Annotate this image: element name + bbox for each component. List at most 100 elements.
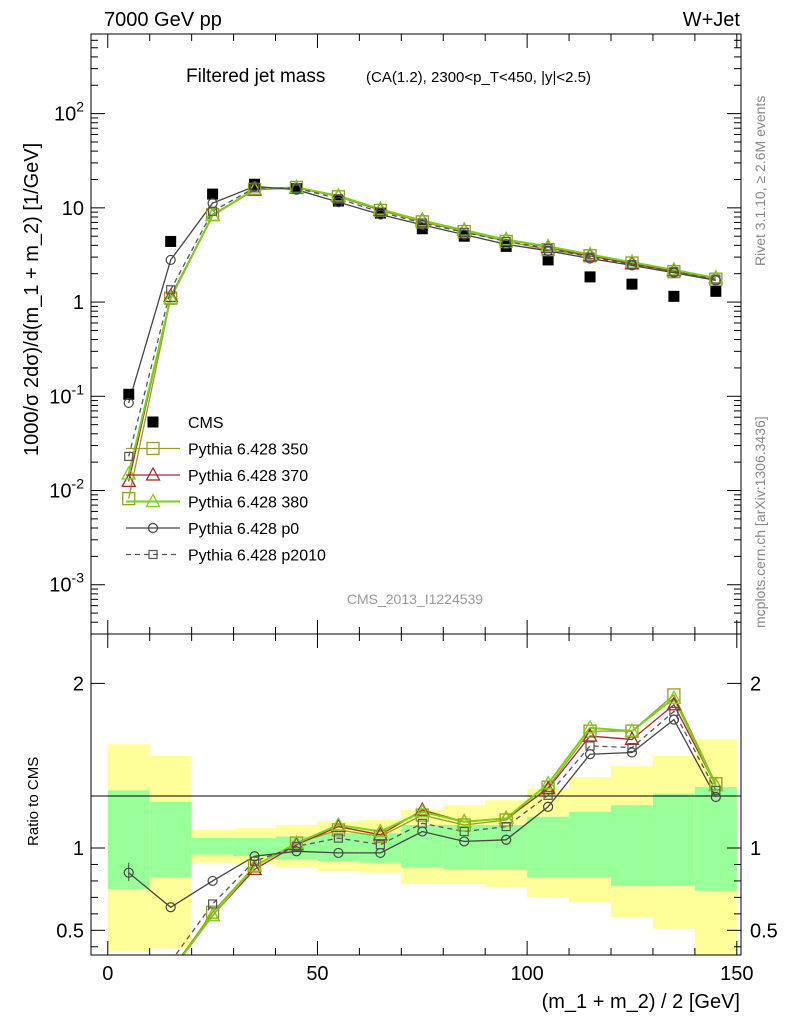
y-tick-label: 10-3 <box>49 570 84 597</box>
ratio-point-pythia-6-428-380 <box>205 907 221 922</box>
band-inner <box>527 816 570 878</box>
energy-label: 7000 GeV pp <box>104 9 222 31</box>
legend-marker-cms <box>147 416 159 428</box>
ratio-point-pythia-6-428-350 <box>499 813 513 827</box>
band-inner <box>191 838 234 855</box>
band-inner <box>694 787 737 891</box>
legend-entry-pythia-6-428-380: Pythia 6.428 380 <box>126 493 308 512</box>
ratio-point-pythia-6-428-p2010 <box>333 833 344 843</box>
y-tick-label: 10-1 <box>49 381 84 408</box>
legend-entry-pythia-6-428-p2010: Pythia 6.428 p2010 <box>126 548 326 565</box>
ratio-y-tick-label-right: 2 <box>750 673 761 695</box>
ratio-point-pythia-6-428-p0 <box>501 834 512 845</box>
point-cms <box>500 240 512 252</box>
point-pythia-6-428-p2010 <box>459 227 469 237</box>
ratio-point-pythia-6-428-370 <box>540 780 556 795</box>
point-cms <box>710 285 722 297</box>
point-pythia-6-428-380 <box>498 231 514 246</box>
legend: CMS Pythia 6.428 350 Pythia 6.428 370 Pythi… <box>126 415 326 565</box>
point-pythia-6-428-p2010 <box>208 206 218 216</box>
ratio-point-pythia-6-428-p2010 <box>501 821 511 832</box>
ratio-y-tick-label-right: 0.5 <box>750 920 778 942</box>
ratio-point-pythia-6-428-370 <box>288 836 305 851</box>
ratio-axes: 0.5 0.5 1 1 2 2 <box>56 634 778 955</box>
ratio-point-pythia-6-428-p2010 <box>543 790 553 800</box>
main-panel: 10-3 10-2 10-1 1 10 102 Filtered jet mass (CA… <box>21 33 742 635</box>
point-pythia-6-428-p2010 <box>291 183 302 193</box>
point-pythia-6-428-380 <box>540 238 556 253</box>
ratio-point-pythia-6-428-380 <box>456 813 472 828</box>
ratio-point-pythia-6-428-p0 <box>291 846 302 857</box>
point-pythia-6-428-370 <box>163 287 179 303</box>
ratio-point-pythia-6-428-p2010 <box>417 818 427 828</box>
ratio-point-pythia-6-428-p0 <box>165 902 176 913</box>
legend-entry-cms: CMS <box>147 415 224 432</box>
ratio-frame <box>90 633 742 956</box>
ratio-point-pythia-6-428-380 <box>540 775 556 790</box>
ratio-point-pythia-6-428-p0 <box>710 791 721 803</box>
point-pythia-6-428-p2010 <box>333 194 344 204</box>
point-pythia-6-428-p2010 <box>669 267 679 277</box>
ratio-point-pythia-6-428-p0 <box>333 847 344 859</box>
legend-label: Pythia 6.428 380 <box>188 495 308 512</box>
main-axes: 10-3 10-2 10-1 1 10 102 <box>49 33 741 635</box>
legend-entry-pythia-6-428-p0: Pythia 6.428 p0 <box>126 521 299 538</box>
legend-label: Pythia 6.428 p2010 <box>188 548 326 565</box>
ratio-point-pythia-6-428-p2010 <box>459 826 469 837</box>
ratio-point-pythia-6-428-p2010 <box>627 742 637 753</box>
uncertainty-bands <box>107 739 737 955</box>
ratio-point-pythia-6-428-380 <box>582 719 598 734</box>
ratio-point-pythia-6-428-350 <box>205 905 220 919</box>
plot-title: Filtered jet mass <box>186 66 325 87</box>
point-pythia-6-428-p2010 <box>249 183 260 193</box>
band-inner <box>485 824 528 870</box>
ratio-point-pythia-6-428-p2010 <box>711 785 721 795</box>
ratio-series-markers <box>123 688 724 922</box>
point-pythia-6-428-380 <box>121 465 137 480</box>
x-tick-label: 50 <box>306 963 328 985</box>
ratio-point-pythia-6-428-370 <box>372 826 388 841</box>
point-pythia-6-428-p2010 <box>543 243 553 254</box>
point-pythia-6-428-p2010 <box>417 218 427 228</box>
ratio-point-pythia-6-428-370 <box>330 818 347 833</box>
series-line-pythia-6-428-p2010 <box>128 187 716 457</box>
legend-label: Pythia 6.428 p0 <box>188 521 299 538</box>
ratio-point-pythia-6-428-370 <box>246 861 263 876</box>
ratio-point-pythia-6-428-370 <box>582 727 598 742</box>
ratio-y-tick-label-left: 0.5 <box>56 920 84 942</box>
point-pythia-6-428-380 <box>246 180 263 195</box>
ratio-point-pythia-6-428-p0 <box>542 801 554 812</box>
point-cms <box>290 183 302 195</box>
legend-label: Pythia 6.428 370 <box>188 468 308 485</box>
point-pythia-6-428-p2010 <box>585 252 595 262</box>
ratio-point-pythia-6-428-p0 <box>626 747 638 758</box>
analysis-id: CMS_2013_I1224539 <box>347 591 483 607</box>
ratio-point-pythia-6-428-p2010 <box>291 841 302 851</box>
main-y-axis-label: 1000/σ 2dσ)/d(m_1 + m_2) [1/GeV] <box>21 143 43 456</box>
ratio-point-pythia-6-428-p0 <box>459 836 470 847</box>
y-tick-label: 10 <box>62 198 84 220</box>
ratio-point-pythia-6-428-p2010 <box>375 840 385 850</box>
legend-label: CMS <box>188 415 224 432</box>
mcplots-label: mcplots.cern.ch [arXiv:1306.3436] <box>752 416 768 628</box>
point-pythia-6-428-380 <box>163 289 179 304</box>
ratio-point-pythia-6-428-380 <box>666 689 682 704</box>
x-axis-tick-labels: 0 50 100 150 <box>102 963 753 985</box>
legend-label: Pythia 6.428 350 <box>188 442 308 459</box>
ratio-point-pythia-6-428-p2010 <box>249 856 260 866</box>
ratio-y-axis-label: Ratio to CMS <box>25 757 42 846</box>
point-cms <box>542 254 554 266</box>
point-pythia-6-428-p2010 <box>711 274 721 284</box>
ratio-point-pythia-6-428-380 <box>498 810 514 825</box>
point-pythia-6-428-p2010 <box>375 207 385 217</box>
ratio-point-pythia-6-428-380 <box>624 722 640 737</box>
legend-marker-pythia-6-428-370 <box>145 466 161 481</box>
y-tick-label: 102 <box>54 99 84 126</box>
main-series-markers <box>121 178 724 506</box>
ratio-point-pythia-6-428-p2010 <box>585 741 595 751</box>
ratio-line-pythia-6-428-380 <box>181 696 717 955</box>
ratio-point-pythia-6-428-p2010 <box>669 706 679 716</box>
process-label: W+Jet <box>683 9 741 31</box>
point-cms <box>626 278 638 290</box>
ratio-point-pythia-6-428-p2010 <box>208 899 218 909</box>
